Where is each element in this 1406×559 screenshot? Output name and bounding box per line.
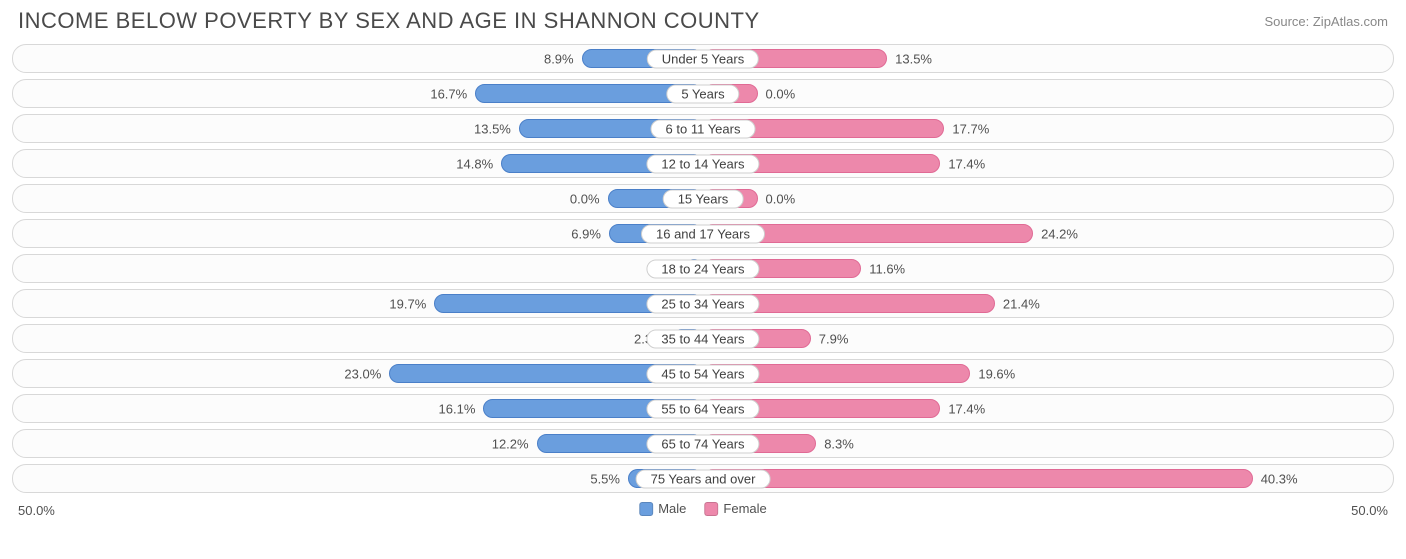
male-value-label: 13.5% <box>474 121 511 136</box>
chart-row: 23.0% 19.6% 45 to 54 Years <box>12 359 1394 388</box>
male-value-label: 19.7% <box>389 296 426 311</box>
age-label: 12 to 14 Years <box>646 154 759 173</box>
chart-row: 12.2% 8.3% 65 to 74 Years <box>12 429 1394 458</box>
female-value-label: 40.3% <box>1261 471 1298 486</box>
chart-row: 6.9% 24.2% 16 and 17 Years <box>12 219 1394 248</box>
legend-male: Male <box>639 501 686 516</box>
chart-source: Source: ZipAtlas.com <box>1264 8 1388 29</box>
male-value-label: 8.9% <box>544 51 574 66</box>
chart-header: INCOME BELOW POVERTY BY SEX AND AGE IN S… <box>0 0 1406 38</box>
female-value-label: 19.6% <box>978 366 1015 381</box>
male-value-label: 5.5% <box>590 471 620 486</box>
female-value-label: 17.4% <box>948 156 985 171</box>
age-label: 45 to 54 Years <box>646 364 759 383</box>
chart-row: 16.7% 0.0% 5 Years <box>12 79 1394 108</box>
age-label: 75 Years and over <box>636 469 771 488</box>
axis-min-label: 50.0% <box>18 503 55 518</box>
chart-row: 16.1% 17.4% 55 to 64 Years <box>12 394 1394 423</box>
age-label: 35 to 44 Years <box>646 329 759 348</box>
female-value-label: 17.4% <box>948 401 985 416</box>
chart-row: 2.3%7.9%35 to 44 Years <box>12 324 1394 353</box>
female-value-label: 21.4% <box>1003 296 1040 311</box>
age-label: 25 to 34 Years <box>646 294 759 313</box>
age-label: 18 to 24 Years <box>646 259 759 278</box>
female-value-label: 7.9% <box>819 331 849 346</box>
chart-row: 13.5% 17.7% 6 to 11 Years <box>12 114 1394 143</box>
female-value-label: 0.0% <box>766 191 796 206</box>
female-value-label: 0.0% <box>766 86 796 101</box>
age-label: Under 5 Years <box>647 49 759 68</box>
age-label: 55 to 64 Years <box>646 399 759 418</box>
female-value-label: 24.2% <box>1041 226 1078 241</box>
male-value-label: 16.7% <box>430 86 467 101</box>
swatch-female-icon <box>704 502 718 516</box>
female-value-label: 13.5% <box>895 51 932 66</box>
male-value-label: 23.0% <box>344 366 381 381</box>
chart-row: 1.3%11.6%18 to 24 Years <box>12 254 1394 283</box>
chart-row: 5.5% 40.3% 75 Years and over <box>12 464 1394 493</box>
age-label: 16 and 17 Years <box>641 224 765 243</box>
female-value-label: 8.3% <box>824 436 854 451</box>
legend: Male Female <box>639 501 767 516</box>
age-label: 15 Years <box>663 189 744 208</box>
female-value-label: 11.6% <box>869 261 905 276</box>
male-value-label: 12.2% <box>492 436 529 451</box>
age-label: 5 Years <box>666 84 739 103</box>
male-value-label: 16.1% <box>439 401 476 416</box>
axis-max-label: 50.0% <box>1351 503 1388 518</box>
age-label: 65 to 74 Years <box>646 434 759 453</box>
female-value-label: 17.7% <box>952 121 989 136</box>
chart-title: INCOME BELOW POVERTY BY SEX AND AGE IN S… <box>18 8 760 34</box>
legend-male-label: Male <box>658 501 686 516</box>
female-bar <box>703 469 1253 488</box>
chart-area: 8.9% 13.5% Under 5 Years 16.7% 0.0% 5 Years 13… <box>0 38 1406 493</box>
legend-female-label: Female <box>723 501 766 516</box>
chart-row: 0.0% 0.0% 15 Years <box>12 184 1394 213</box>
age-label: 6 to 11 Years <box>651 119 756 138</box>
male-value-label: 14.8% <box>456 156 493 171</box>
chart-row: 14.8% 17.4% 12 to 14 Years <box>12 149 1394 178</box>
swatch-male-icon <box>639 502 653 516</box>
male-value-label: 0.0% <box>570 191 600 206</box>
male-value-label: 6.9% <box>571 226 601 241</box>
chart-row: 19.7% 21.4% 25 to 34 Years <box>12 289 1394 318</box>
chart-row: 8.9% 13.5% Under 5 Years <box>12 44 1394 73</box>
legend-female: Female <box>704 501 766 516</box>
chart-footer: 50.0% Male Female 50.0% <box>18 499 1388 529</box>
